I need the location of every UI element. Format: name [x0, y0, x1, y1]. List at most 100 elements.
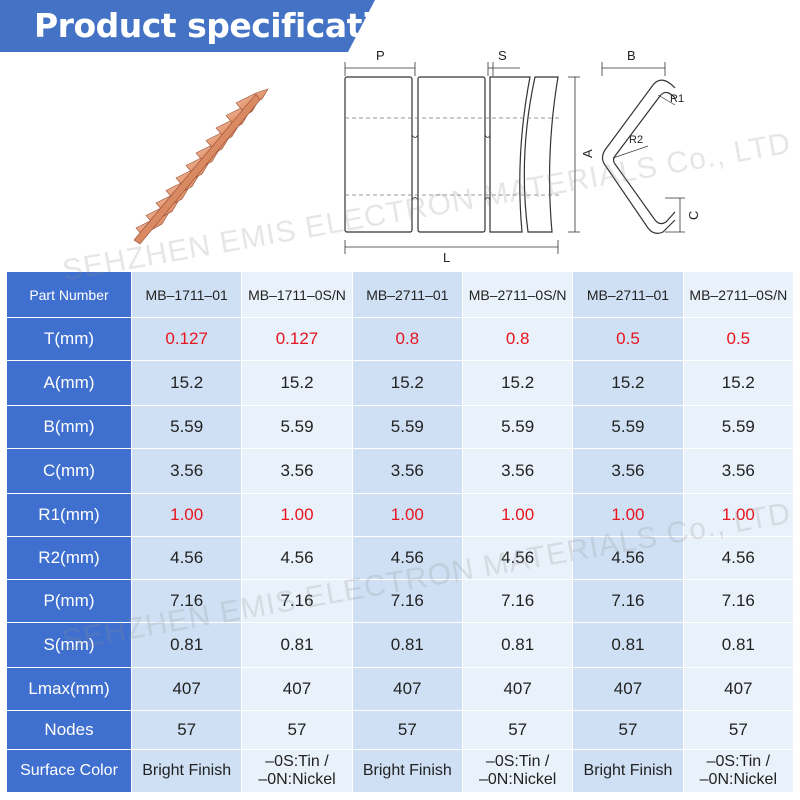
value-cell: 3.56 [461, 448, 574, 494]
row-label: A(mm) [6, 360, 132, 406]
value-cell: 407 [682, 667, 795, 711]
value-cell: 7.16 [130, 579, 243, 623]
surface-cell: Bright Finish [130, 749, 243, 793]
value-cell: 4.56 [351, 536, 463, 580]
value-cell: 7.16 [461, 579, 574, 623]
part-number-cell: MB–2711–01 [572, 271, 684, 318]
value-cell: 57 [130, 710, 243, 750]
surface-line: –0S:Tin / [265, 753, 329, 770]
value-cell: 0.5 [682, 317, 795, 361]
table-row: Nodes 57 57 57 57 57 57 [6, 710, 795, 750]
value-cell: 1.00 [351, 493, 463, 537]
value-cell: 7.16 [682, 579, 795, 623]
value-cell: 407 [351, 667, 463, 711]
value-cell: 0.81 [682, 622, 795, 668]
surface-line: –0N:Nickel [478, 771, 557, 788]
value-cell: 407 [130, 667, 243, 711]
value-cell: 0.127 [130, 317, 243, 361]
value-cell: 57 [461, 710, 574, 750]
row-label: Surface Color [6, 749, 132, 793]
value-cell: 4.56 [241, 536, 353, 580]
value-cell: 7.16 [572, 579, 684, 623]
surface-cell: –0S:Tin / –0N:Nickel [682, 749, 795, 793]
value-cell: 0.81 [130, 622, 243, 668]
row-label: T(mm) [6, 317, 132, 361]
copper-spine [133, 93, 261, 245]
table-row: S(mm) 0.81 0.81 0.81 0.81 0.81 0.81 [6, 622, 795, 668]
row-label: B(mm) [6, 405, 132, 449]
title-banner: Product specifications [0, 0, 437, 52]
row-label: Lmax(mm) [6, 667, 132, 711]
value-cell: 5.59 [351, 405, 463, 449]
value-cell: 15.2 [130, 360, 243, 406]
value-cell: 3.56 [682, 448, 795, 494]
value-cell: 1.00 [572, 493, 684, 537]
spec-table: Part Number MB–1711–01 MB–1711–0S/N MB–2711… [6, 271, 795, 793]
dim-label-b: B [627, 48, 636, 63]
row-label: R1(mm) [6, 493, 132, 537]
value-cell: 15.2 [351, 360, 463, 406]
value-cell: 4.56 [461, 536, 574, 580]
banner-shape [0, 0, 375, 52]
value-cell: 5.59 [130, 405, 243, 449]
dim-label-a: A [580, 149, 595, 158]
dim-label-c: C [686, 211, 701, 220]
value-cell: 1.00 [241, 493, 353, 537]
value-cell: 4.56 [682, 536, 795, 580]
value-cell: 0.8 [461, 317, 574, 361]
table-row: R2(mm) 4.56 4.56 4.56 4.56 4.56 4.56 [6, 536, 795, 580]
surface-line: Bright Finish [583, 762, 673, 779]
surface-cell: Bright Finish [351, 749, 463, 793]
surface-cell: –0S:Tin / –0N:Nickel [461, 749, 574, 793]
value-cell: 407 [241, 667, 353, 711]
value-cell: 1.00 [682, 493, 795, 537]
row-label: Part Number [6, 271, 132, 318]
value-cell: 5.59 [572, 405, 684, 449]
surface-line: –0N:Nickel [699, 771, 777, 788]
surface-line: Bright Finish [362, 762, 452, 779]
row-label: P(mm) [6, 579, 132, 623]
row-label: R2(mm) [6, 536, 132, 580]
value-cell: 5.59 [241, 405, 353, 449]
surface-line: –0S:Tin / [706, 753, 771, 770]
value-cell: 0.81 [241, 622, 353, 668]
value-cell: 7.16 [241, 579, 353, 623]
surface-line: Bright Finish [142, 762, 232, 779]
value-cell: 3.56 [130, 448, 243, 494]
table-row: A(mm) 15.2 15.2 15.2 15.2 15.2 15.2 [6, 360, 795, 406]
value-cell: 1.00 [461, 493, 574, 537]
value-cell: 1.00 [130, 493, 243, 537]
surface-cell: Bright Finish [572, 749, 684, 793]
row-label: S(mm) [6, 622, 132, 668]
value-cell: 57 [241, 710, 353, 750]
value-cell: 57 [351, 710, 463, 750]
part-number-cell: MB–1711–01 [130, 271, 243, 318]
value-cell: 57 [682, 710, 795, 750]
value-cell: 407 [572, 667, 684, 711]
table-row: B(mm) 5.59 5.59 5.59 5.59 5.59 5.59 [6, 405, 795, 449]
value-cell: 0.81 [351, 622, 463, 668]
table-row-surface: Surface Color Bright Finish –0S:Tin / –0N:N… [6, 749, 795, 793]
value-cell: 3.56 [241, 448, 353, 494]
dim-label-p: P [376, 48, 385, 63]
value-cell: 0.8 [351, 317, 463, 361]
part-number-cell: MB–2711–0S/N [682, 271, 795, 318]
value-cell: 0.127 [241, 317, 353, 361]
value-cell: 3.56 [572, 448, 684, 494]
value-cell: 5.59 [682, 405, 795, 449]
table-header-row: Part Number MB–1711–01 MB–1711–0S/N MB–2711… [6, 271, 795, 318]
dim-label-r2: R2 [629, 134, 643, 146]
value-cell: 15.2 [682, 360, 795, 406]
row-label: Nodes [6, 710, 132, 750]
value-cell: 15.2 [572, 360, 684, 406]
value-cell: 15.2 [461, 360, 574, 406]
dim-label-l: L [443, 250, 450, 265]
value-cell: 4.56 [130, 536, 243, 580]
value-cell: 407 [461, 667, 574, 711]
value-cell: 15.2 [241, 360, 353, 406]
part-number-cell: MB–2711–0S/N [461, 271, 574, 318]
value-cell: 7.16 [351, 579, 463, 623]
value-cell: 5.59 [461, 405, 574, 449]
table-row: P(mm) 7.16 7.16 7.16 7.16 7.16 7.16 [6, 579, 795, 623]
table-row: T(mm) 0.127 0.127 0.8 0.8 0.5 0.5 [6, 317, 795, 361]
